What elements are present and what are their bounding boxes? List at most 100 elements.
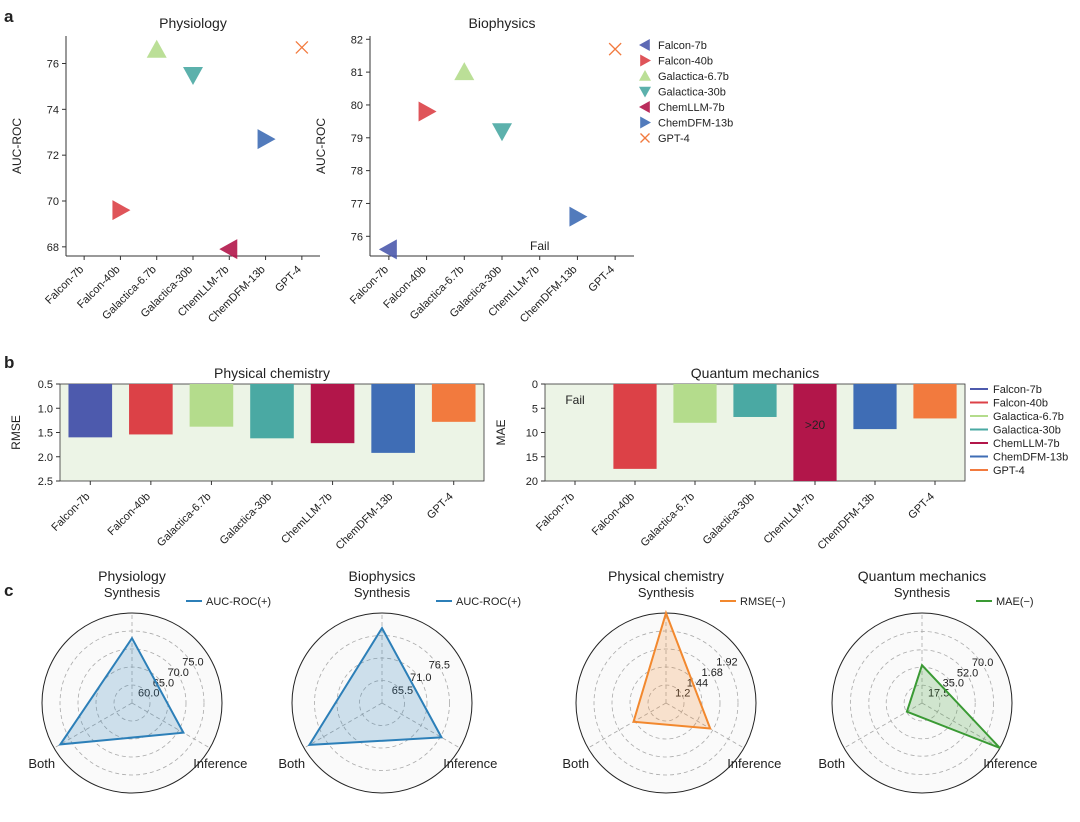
scatter-biophysics: BiophysicsAUC-ROC76777879808182Falcon-7b… xyxy=(314,15,634,325)
y-axis-label: RMSE xyxy=(9,415,23,450)
y-tick-label: 80 xyxy=(351,100,363,112)
point-gpt-4-stroke-2 xyxy=(608,42,622,56)
bar-galactica-6-7b xyxy=(189,384,234,427)
radar-ring-label: 75.0 xyxy=(182,657,203,669)
point-falcon-40b xyxy=(112,200,131,221)
legend-label-falcon-40b: Falcon-40b xyxy=(993,398,1048,410)
radar-spoke xyxy=(843,702,923,749)
radar-spoke xyxy=(381,702,461,749)
point-chemdfm-13b xyxy=(569,206,588,227)
panel-label-c: c xyxy=(4,581,13,600)
y-tick-label: 20 xyxy=(526,476,538,488)
point-falcon-7b xyxy=(378,239,397,260)
x-tick-label-falcon-7b: Falcon-7b xyxy=(534,491,577,534)
axis-label-both: Both xyxy=(278,756,305,771)
radar-radar_physiology: 60.065.070.075.0SynthesisInferenceBothPh… xyxy=(28,568,271,794)
radar-radar_physical_chemistry: 1.21.441.681.92SynthesisInferenceBothPhy… xyxy=(562,568,786,794)
legend-marker-gpt-4-stroke-2 xyxy=(640,133,650,143)
y-tick-label: 74 xyxy=(47,104,59,116)
panel-b: Physical chemistry RMSE 0.5 1.0 1.5 2.0 2.5 Fal… xyxy=(9,365,1068,552)
panel-a: PhysiologyAUC-ROC6870727476Falcon-7bFalc… xyxy=(10,15,733,325)
bar-chart-physical_chemistry: Physical chemistry RMSE 0.5 1.0 1.5 2.0 2.5 Fal… xyxy=(9,365,485,553)
chart-title: Biophysics xyxy=(469,15,536,31)
x-tick-label-chemdfm-13b: ChemDFM-13b xyxy=(815,491,877,553)
axis-label-synthesis: Synthesis xyxy=(354,585,411,600)
legend-label-falcon-7b: Falcon-7b xyxy=(993,384,1042,396)
legend-label-falcon-7b: Falcon-7b xyxy=(658,40,707,52)
x-tick-label-chemllm-7b: ChemLLM-7b xyxy=(279,491,335,547)
y-tick-label: 78 xyxy=(351,166,363,178)
radar-ring xyxy=(314,635,450,771)
legend-label-gpt-4: GPT-4 xyxy=(993,465,1025,477)
legend-label-chemdfm-13b: ChemDFM-13b xyxy=(993,452,1068,464)
radar-title: Quantum mechanics xyxy=(858,568,986,584)
axis-label-synthesis: Synthesis xyxy=(638,585,695,600)
radar-ring-label: 76.5 xyxy=(429,659,450,671)
y-tick-label: 1.0 xyxy=(38,403,53,415)
radar-spoke xyxy=(53,702,133,749)
x-tick-label-galactica-30b: Galactica-30b xyxy=(701,491,757,547)
radar-ring xyxy=(868,649,976,757)
legend-label-galactica-30b: Galactica-30b xyxy=(993,425,1061,437)
legend-label-galactica-30b: Galactica-30b xyxy=(658,87,726,99)
point-chemdfm-13b xyxy=(257,129,276,150)
radar-polygon xyxy=(632,609,712,730)
bar-falcon-40b xyxy=(613,384,657,469)
radar-ring-label: 17.5 xyxy=(928,688,949,700)
bar-chemllm-7b xyxy=(793,384,837,481)
bar-chart-quantum_mechanics: Quantum mechanics MAE 0 5 10 15 20 Falcon-7b Fal… xyxy=(494,365,966,553)
radar-legend-label: RMSE(−) xyxy=(740,596,786,608)
legend-label-galactica-6-7b: Galactica-6.7b xyxy=(658,71,729,83)
y-axis-label: MAE xyxy=(494,419,508,445)
radar-title: Biophysics xyxy=(349,568,416,584)
x-tick-label-falcon-7b: Falcon-7b xyxy=(49,491,92,534)
y-axis-label: AUC-ROC xyxy=(314,118,328,174)
x-tick-label-falcon-40b: Falcon-40b xyxy=(590,491,637,538)
bar-galactica-30b xyxy=(250,384,294,439)
x-tick-label-gpt-4: GPT-4 xyxy=(906,491,937,522)
axis-label-synthesis: Synthesis xyxy=(894,585,951,600)
chart-title: Physical chemistry xyxy=(214,365,330,381)
fail-annotation: Fail xyxy=(530,239,549,253)
legend-marker-galactica-30b xyxy=(639,86,651,98)
radar-spoke xyxy=(587,702,667,749)
x-tick-label-falcon-40b: Falcon-40b xyxy=(106,491,153,538)
axis-label-inference: Inference xyxy=(443,756,497,771)
y-tick-label: 82 xyxy=(351,34,363,46)
annotation-chemllm-7b: >20 xyxy=(805,418,826,432)
y-tick-label: 2.5 xyxy=(38,476,53,488)
bar-chemdfm-13b xyxy=(853,384,897,430)
chart-title: Quantum mechanics xyxy=(691,365,819,381)
bar-gpt-4 xyxy=(431,384,476,422)
legend-panel-a: Falcon-7b Falcon-40b Galactica-6.7b Galacti… xyxy=(639,39,733,145)
radar-legend-label: AUC-ROC(+) xyxy=(456,596,521,608)
radar-spoke xyxy=(303,702,383,749)
radar-title: Physiology xyxy=(98,568,166,584)
axis-label-inference: Inference xyxy=(193,756,247,771)
bar-gpt-4 xyxy=(913,384,957,419)
radar-legend-label: MAE(−) xyxy=(996,596,1034,608)
x-tick-label-galactica-6-7b: Galactica-6.7b xyxy=(638,491,697,550)
bar-falcon-40b xyxy=(129,384,173,435)
y-tick-label: 79 xyxy=(351,133,363,145)
y-tick-label: 77 xyxy=(351,198,363,210)
legend-marker-falcon-40b xyxy=(640,54,651,67)
legend-label-gpt-4: GPT-4 xyxy=(658,133,690,145)
radar-polygon xyxy=(307,626,444,747)
legend-label-galactica-6-7b: Galactica-6.7b xyxy=(993,411,1064,423)
chart-title: Physiology xyxy=(159,15,227,31)
radar-radar_biophysics: 65.571.076.5 Synthesis Inference Both Biophy… xyxy=(278,568,521,794)
point-gpt-4 xyxy=(295,40,309,54)
y-tick-label: 0 xyxy=(532,379,538,391)
radar-spoke xyxy=(131,702,211,749)
y-axis-label: AUC-ROC xyxy=(10,118,24,174)
radar-title: Physical chemistry xyxy=(608,568,724,584)
point-galactica-30b xyxy=(492,123,512,142)
radar-ring-label: 1.2 xyxy=(675,688,690,700)
y-tick-label: 15 xyxy=(526,452,538,464)
x-tick-label-chemdfm-13b: ChemDFM-13b xyxy=(334,491,396,553)
radar-ring-label: 52.0 xyxy=(957,667,978,679)
axis-label-synthesis: Synthesis xyxy=(104,585,161,600)
bar-galactica-6-7b xyxy=(673,384,717,423)
radar-ring-label: 1.68 xyxy=(702,667,723,679)
